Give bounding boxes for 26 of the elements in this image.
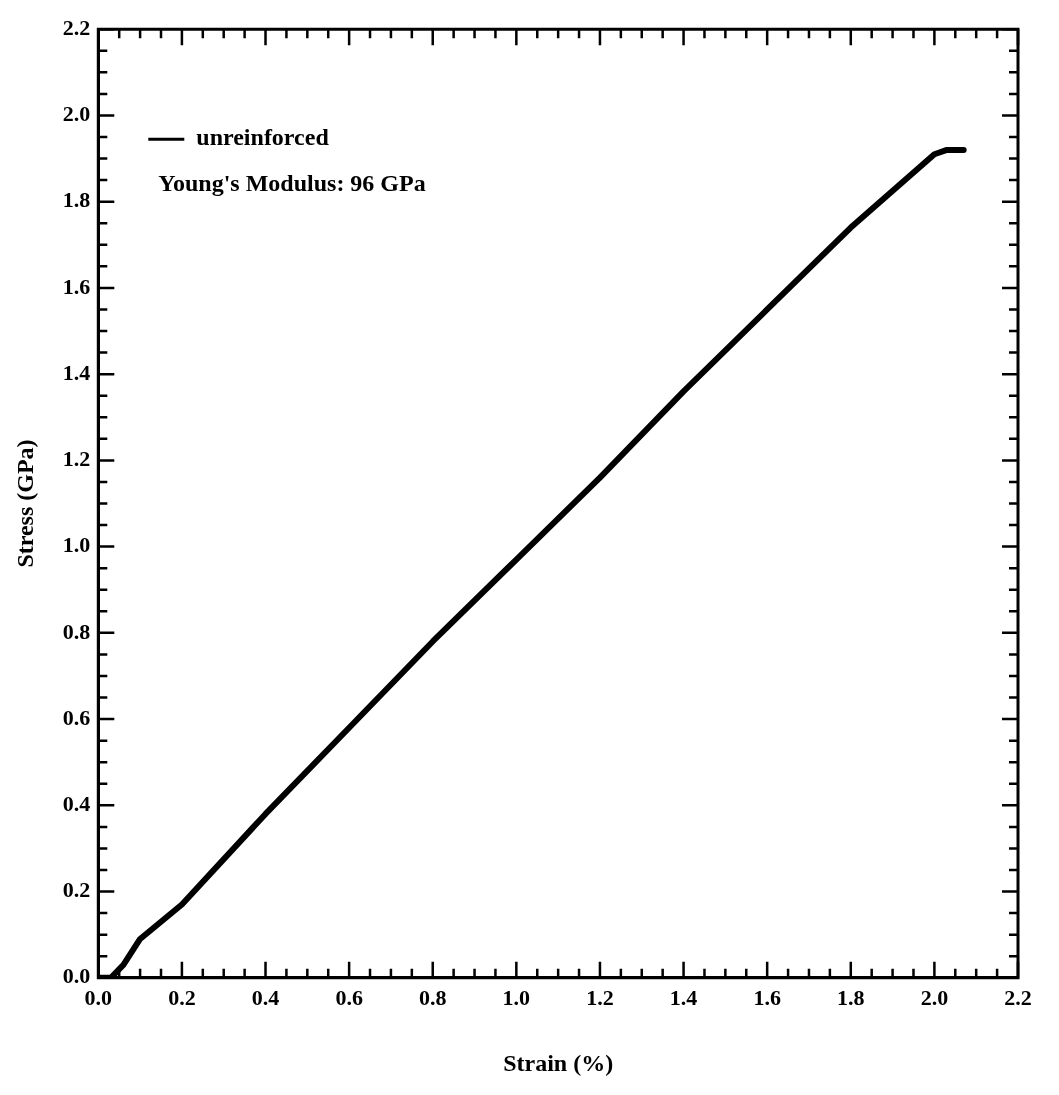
- x-tick-label: 1.6: [753, 984, 781, 1010]
- y-tick-label: 0.6: [62, 704, 91, 730]
- y-tick-label: 1.6: [62, 273, 91, 299]
- y-tick-label: 1.8: [62, 187, 91, 213]
- y-tick-label: 2.0: [62, 101, 91, 127]
- annotation: Young's Modulus: 96 GPa: [158, 170, 426, 197]
- y-tick-label: 1.4: [62, 359, 91, 385]
- x-tick-label: 0.6: [335, 984, 363, 1010]
- y-tick-label: 0.4: [62, 791, 91, 817]
- x-tick-label: 2.0: [920, 984, 949, 1010]
- x-tick-label: 0.2: [168, 984, 196, 1010]
- x-tick-label: 0.8: [418, 984, 447, 1010]
- y-axis-title: Stress (GPa): [11, 439, 38, 568]
- y-tick-label: 1.2: [62, 446, 91, 472]
- x-tick-label: 1.2: [586, 984, 614, 1010]
- y-tick-label: 1.0: [62, 532, 91, 558]
- x-tick-label: 1.8: [837, 984, 865, 1010]
- y-tick-label: 0.2: [62, 877, 91, 903]
- x-tick-label: 1.0: [502, 984, 531, 1010]
- legend-label: unreinforced: [196, 124, 330, 151]
- x-tick-label: 0.4: [251, 984, 280, 1010]
- y-tick-label: 2.2: [62, 14, 91, 40]
- x-axis-title: Strain (%): [503, 1049, 614, 1076]
- y-tick-label: 0.8: [62, 618, 91, 644]
- x-tick-label: 2.2: [1004, 984, 1032, 1010]
- x-tick-label: 1.4: [669, 984, 698, 1010]
